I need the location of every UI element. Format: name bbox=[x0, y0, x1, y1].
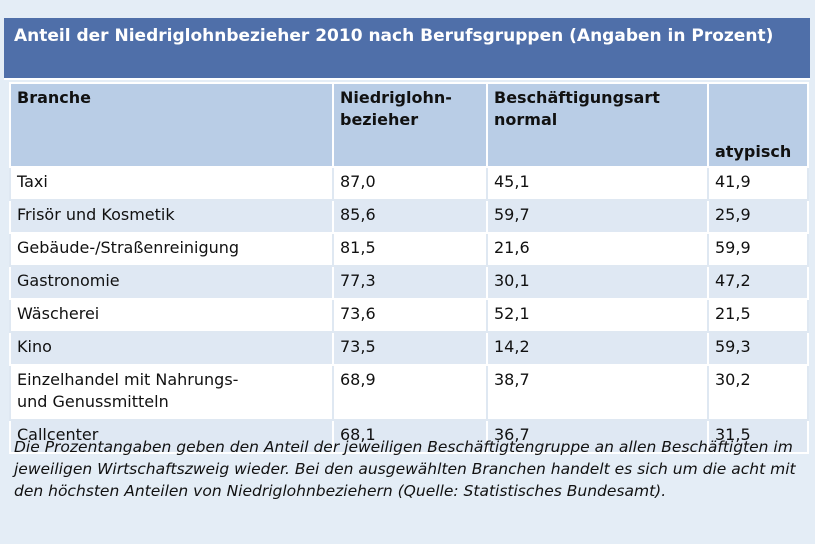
table-row: Taxi 87,0 45,1 41,9 bbox=[9, 166, 809, 201]
cell-niedriglohn: 68,1 bbox=[332, 419, 488, 454]
cell-normal: 36,7 bbox=[486, 419, 709, 454]
cell-normal: 45,1 bbox=[486, 166, 709, 201]
cell-branche: Gebäude-/Straßenreinigung bbox=[9, 232, 334, 267]
cell-branche: Gastronomie bbox=[9, 265, 334, 300]
cell-atypisch: 47,2 bbox=[707, 265, 809, 300]
table-row: Gastronomie 77,3 30,1 47,2 bbox=[9, 265, 809, 300]
header-normal: normal bbox=[494, 110, 558, 129]
cell-atypisch: 59,9 bbox=[707, 232, 809, 267]
table-row: Kino 73,5 14,2 59,3 bbox=[9, 331, 809, 366]
cell-niedriglohn: 81,5 bbox=[332, 232, 488, 267]
table-container: Anteil der Niedriglohnbezieher 2010 nach… bbox=[4, 18, 810, 540]
table-row: Einzelhandel mit Nahrungs- und Genussmit… bbox=[9, 364, 809, 421]
footnote: Die Prozentangaben geben den Anteil der … bbox=[14, 438, 796, 500]
cell-branche: Frisör und Kosmetik bbox=[9, 199, 334, 234]
header-niedriglohn-line2: bezieher bbox=[340, 110, 419, 129]
header-niedriglohn-line1: Niedriglohn- bbox=[340, 88, 452, 107]
cell-branche-line1: Einzelhandel mit Nahrungs- bbox=[17, 370, 239, 389]
cell-atypisch: 25,9 bbox=[707, 199, 809, 234]
cell-niedriglohn: 87,0 bbox=[332, 166, 488, 201]
cell-atypisch: 31,5 bbox=[707, 419, 809, 454]
cell-normal: 59,7 bbox=[486, 199, 709, 234]
cell-branche: Taxi bbox=[9, 166, 334, 201]
cell-niedriglohn: 77,3 bbox=[332, 265, 488, 300]
cell-niedriglohn: 85,6 bbox=[332, 199, 488, 234]
cell-niedriglohn: 73,5 bbox=[332, 331, 488, 366]
cell-normal: 52,1 bbox=[486, 298, 709, 333]
cell-atypisch: 21,5 bbox=[707, 298, 809, 333]
cell-niedriglohn: 68,9 bbox=[332, 364, 488, 421]
table-row: Frisör und Kosmetik 85,6 59,7 25,9 bbox=[9, 199, 809, 234]
cell-atypisch: 59,3 bbox=[707, 331, 809, 366]
cell-niedriglohn: 73,6 bbox=[332, 298, 488, 333]
header-atypisch: atypisch bbox=[707, 82, 809, 168]
table-row: Callcenter 68,1 36,7 31,5 bbox=[9, 419, 809, 454]
header-row: Branche Niedriglohn- bezieher Beschäftig… bbox=[9, 82, 809, 168]
cell-branche: Einzelhandel mit Nahrungs- und Genussmit… bbox=[9, 364, 334, 421]
cell-branche: Kino bbox=[9, 331, 334, 366]
cell-normal: 21,6 bbox=[486, 232, 709, 267]
cell-normal: 30,1 bbox=[486, 265, 709, 300]
cell-branche: Callcenter bbox=[9, 419, 334, 454]
table-row: Wäscherei 73,6 52,1 21,5 bbox=[9, 298, 809, 333]
data-table: Branche Niedriglohn- bezieher Beschäftig… bbox=[9, 82, 809, 454]
table-title: Anteil der Niedriglohnbezieher 2010 nach… bbox=[4, 18, 810, 80]
header-beschaeftigungsart: Beschäftigungsart normal bbox=[486, 82, 709, 168]
header-beschaeftigungsart-label: Beschäftigungsart bbox=[494, 88, 660, 107]
header-niedriglohnbezieher: Niedriglohn- bezieher bbox=[332, 82, 488, 168]
cell-atypisch: 30,2 bbox=[707, 364, 809, 421]
cell-normal: 14,2 bbox=[486, 331, 709, 366]
table-row: Gebäude-/Straßenreinigung 81,5 21,6 59,9 bbox=[9, 232, 809, 267]
cell-normal: 38,7 bbox=[486, 364, 709, 421]
header-branche: Branche bbox=[9, 82, 334, 168]
cell-branche: Wäscherei bbox=[9, 298, 334, 333]
cell-branche-line2: und Genussmitteln bbox=[17, 392, 169, 411]
cell-atypisch: 41,9 bbox=[707, 166, 809, 201]
